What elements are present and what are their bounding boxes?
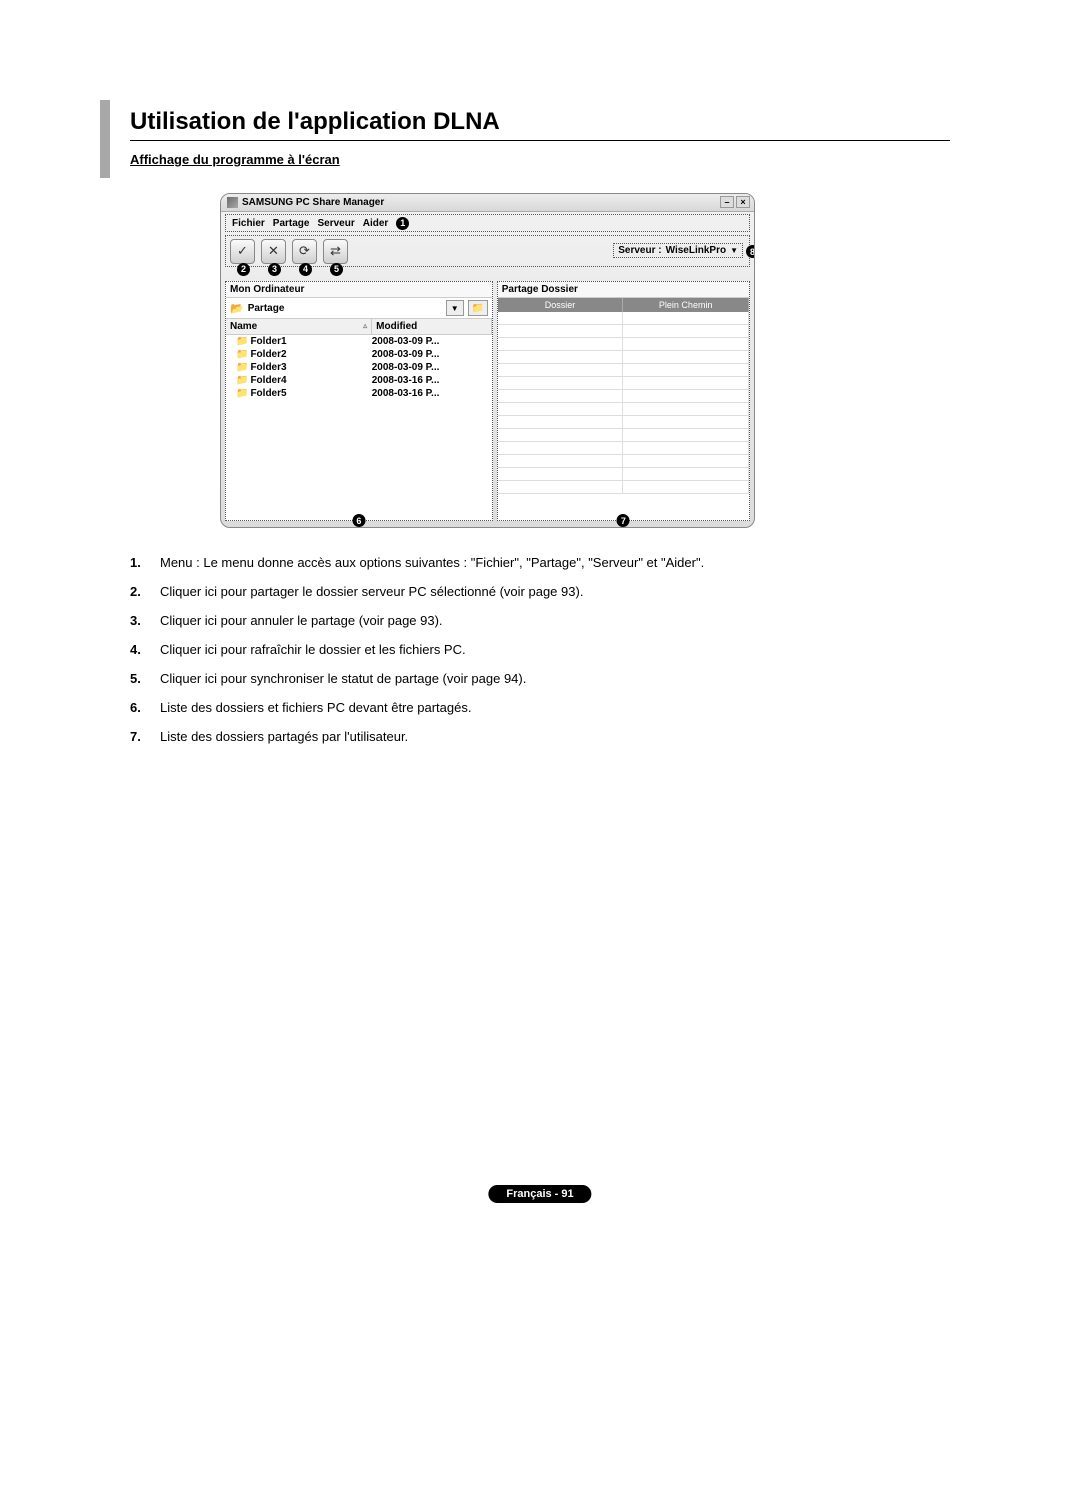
server-label: Serveur : xyxy=(618,245,661,256)
list-item[interactable]: 📁Folder3 2008-03-09 P... xyxy=(226,361,492,374)
menu-serveur[interactable]: Serveur xyxy=(317,218,354,229)
callout-5: 5 xyxy=(330,263,343,276)
menu-bar: Fichier Partage Serveur Aider 1 xyxy=(225,214,750,232)
app-logo-icon xyxy=(227,197,238,208)
callout-4: 4 xyxy=(299,263,312,276)
unshare-icon: ✕ xyxy=(268,243,279,259)
folder-icon: 📁 xyxy=(236,336,248,347)
refresh-button[interactable]: ⟳ 4 xyxy=(292,239,317,264)
callout-3: 3 xyxy=(268,263,281,276)
col-dossier[interactable]: Dossier xyxy=(498,298,624,312)
list-item[interactable]: 📁Folder2 2008-03-09 P... xyxy=(226,348,492,361)
desc-item-7: Liste des dossiers partagés par l'utilis… xyxy=(130,729,950,744)
toolbar: ✓ 2 ✕ 3 ⟳ 4 ⇄ 5 Serveur : WiseLinkPro ▼ … xyxy=(225,235,750,267)
minimize-button[interactable]: – xyxy=(720,196,734,208)
panels: Mon Ordinateur 📂 Partage ▼ 📁 Name ▵ Modi… xyxy=(225,281,750,521)
page-footer: Français - 91 xyxy=(488,1185,591,1203)
table-row xyxy=(498,312,749,325)
menu-fichier[interactable]: Fichier xyxy=(232,218,265,229)
table-row xyxy=(498,390,749,403)
chevron-down-icon: ▼ xyxy=(730,246,738,255)
callout-2: 2 xyxy=(237,263,250,276)
list-item[interactable]: 📁Folder1 2008-03-09 P... xyxy=(226,335,492,348)
page-title: Utilisation de l'application DLNA xyxy=(130,108,500,136)
section-bar xyxy=(100,100,110,178)
table-row xyxy=(498,403,749,416)
refresh-icon: ⟳ xyxy=(299,243,310,259)
desc-item-2: Cliquer ici pour partager le dossier ser… xyxy=(130,584,950,599)
table-row xyxy=(498,364,749,377)
unshare-folder-button[interactable]: ✕ 3 xyxy=(261,239,286,264)
table-row xyxy=(498,468,749,481)
callout-7: 7 xyxy=(617,514,630,527)
desc-item-6: Liste des dossiers et fichiers PC devant… xyxy=(130,700,950,715)
sync-button[interactable]: ⇄ 5 xyxy=(323,239,348,264)
window-titlebar: SAMSUNG PC Share Manager – × xyxy=(221,194,754,212)
desc-item-4: Cliquer ici pour rafraîchir le dossier e… xyxy=(130,642,950,657)
shared-grid xyxy=(498,312,749,520)
desc-item-3: Cliquer ici pour annuler le partage (voi… xyxy=(130,613,950,628)
col-name[interactable]: Name ▵ xyxy=(226,319,372,334)
window-buttons: – × xyxy=(720,196,750,208)
table-row xyxy=(498,325,749,338)
list-item[interactable]: 📁Folder5 2008-03-16 P... xyxy=(226,387,492,400)
table-row xyxy=(498,442,749,455)
column-headers-left: Name ▵ Modified xyxy=(226,319,492,335)
folder-list: 📁Folder1 2008-03-09 P... 📁Folder2 2008-0… xyxy=(226,335,492,520)
right-panel-header: Partage Dossier xyxy=(498,282,749,298)
share-folder-button[interactable]: ✓ 2 xyxy=(230,239,255,264)
sort-icon: ▵ xyxy=(363,321,367,332)
right-panel: Partage Dossier Dossier Plein Chemin xyxy=(497,281,750,521)
table-row xyxy=(498,481,749,494)
app-screenshot: SAMSUNG PC Share Manager – × Fichier Par… xyxy=(220,193,755,528)
desc-item-1: Menu : Le menu donne accès aux options s… xyxy=(130,555,950,570)
share-icon: ✓ xyxy=(237,243,248,259)
window-title: SAMSUNG PC Share Manager xyxy=(242,197,384,208)
desc-item-5: Cliquer ici pour synchroniser le statut … xyxy=(130,671,950,686)
col-chemin[interactable]: Plein Chemin xyxy=(623,298,749,312)
folder-icon: 📁 xyxy=(236,375,248,386)
path-text: Partage xyxy=(248,303,285,314)
table-row xyxy=(498,351,749,364)
left-panel-header: Mon Ordinateur xyxy=(226,282,492,298)
column-headers-right: Dossier Plein Chemin xyxy=(498,298,749,312)
up-folder-button[interactable]: 📁 xyxy=(468,300,488,316)
description-list: Menu : Le menu donne accès aux options s… xyxy=(130,555,950,758)
table-row xyxy=(498,429,749,442)
callout-6: 6 xyxy=(352,514,365,527)
table-row xyxy=(498,455,749,468)
col-modified[interactable]: Modified xyxy=(372,319,492,334)
folder-open-icon: 📂 xyxy=(230,302,244,315)
path-bar: 📂 Partage ▼ 📁 xyxy=(226,298,492,319)
server-value: WiseLinkPro xyxy=(666,245,726,256)
table-row xyxy=(498,416,749,429)
table-row xyxy=(498,338,749,351)
menu-aider[interactable]: Aider xyxy=(363,218,389,229)
path-dropdown[interactable]: ▼ xyxy=(446,300,464,316)
left-panel: Mon Ordinateur 📂 Partage ▼ 📁 Name ▵ Modi… xyxy=(225,281,493,521)
close-button[interactable]: × xyxy=(736,196,750,208)
list-item[interactable]: 📁Folder4 2008-03-16 P... xyxy=(226,374,492,387)
table-row xyxy=(498,377,749,390)
subtitle: Affichage du programme à l'écran xyxy=(130,152,340,167)
sync-icon: ⇄ xyxy=(330,243,341,259)
folder-icon: 📁 xyxy=(236,388,248,399)
title-underline xyxy=(130,140,950,141)
folder-icon: 📁 xyxy=(236,362,248,373)
server-selector[interactable]: Serveur : WiseLinkPro ▼ 8 xyxy=(613,243,743,258)
callout-8: 8 xyxy=(746,245,755,258)
folder-icon: 📁 xyxy=(236,349,248,360)
callout-1: 1 xyxy=(396,217,409,230)
menu-partage[interactable]: Partage xyxy=(273,218,310,229)
